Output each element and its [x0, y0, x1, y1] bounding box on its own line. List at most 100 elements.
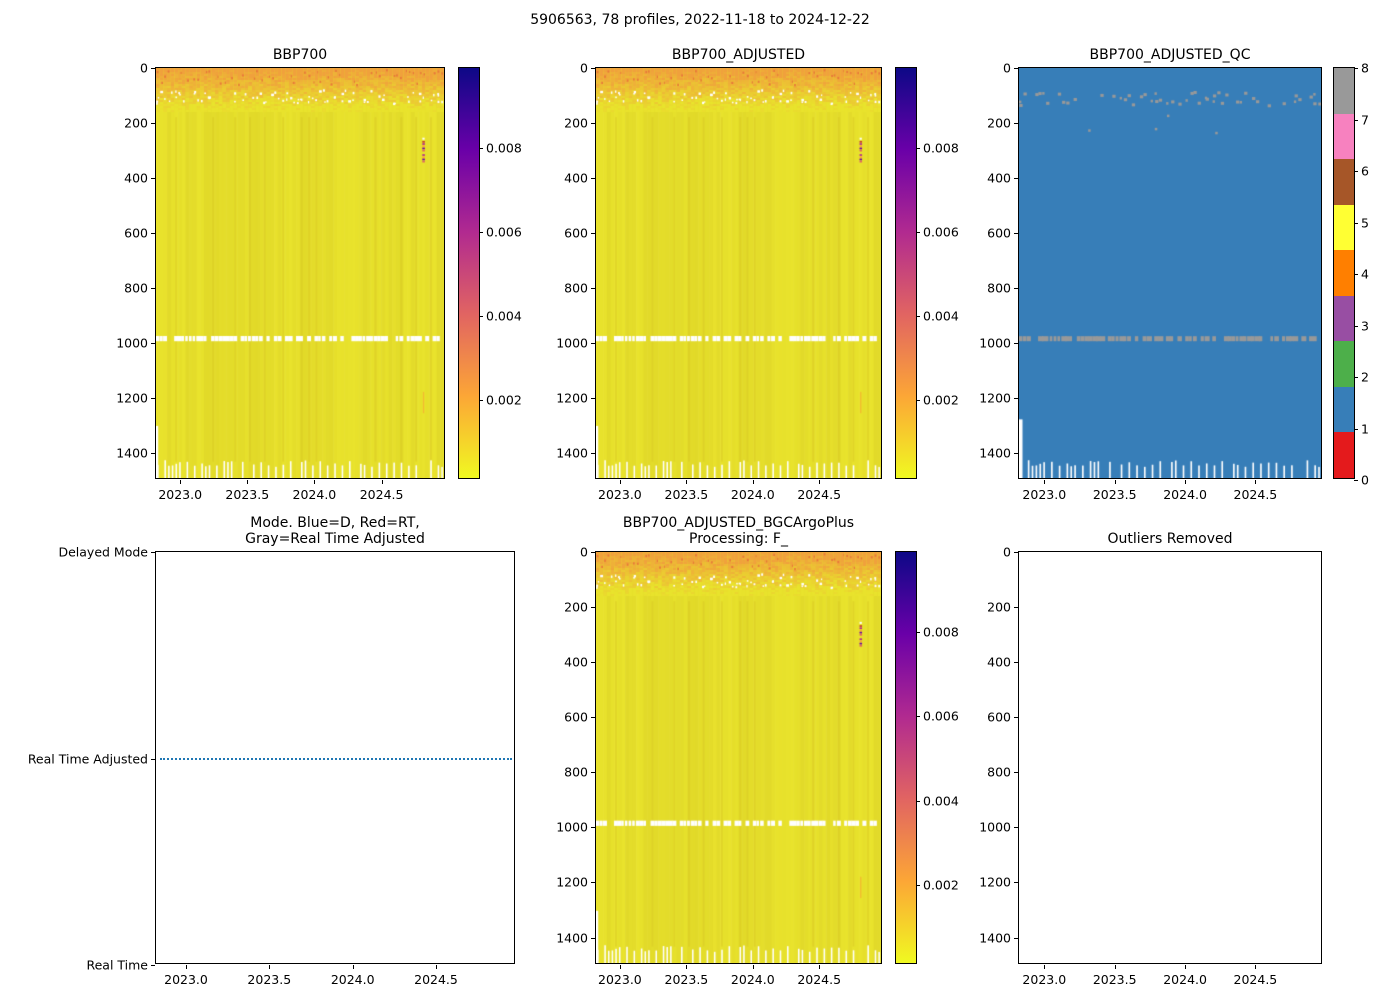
- y-tick-mark: [1014, 827, 1018, 829]
- mode-y-tick-label: Delayed Mode: [58, 544, 148, 560]
- colorbar-tick-label: 0.004: [923, 308, 959, 324]
- y-tick-label: 1000: [556, 335, 588, 351]
- x-tick-mark: [1255, 965, 1257, 969]
- x-tick-mark: [619, 480, 621, 484]
- qc-colorbar-segment: [1334, 250, 1354, 296]
- x-tick-mark: [180, 480, 182, 484]
- y-tick-mark: [1014, 717, 1018, 719]
- qc-colorbar-tick-mark: [1354, 377, 1358, 378]
- bbp700-heatmap-canvas: [156, 68, 444, 478]
- y-tick-mark: [591, 772, 595, 774]
- y-tick-label: 1000: [556, 819, 588, 835]
- figure-title: 5906563, 78 profiles, 2022-11-18 to 2024…: [530, 12, 870, 28]
- x-tick-label: 2023.5: [247, 972, 292, 987]
- x-tick-mark: [1044, 965, 1046, 969]
- colorbar-tick-mark: [479, 147, 483, 149]
- y-tick-label: 0: [1003, 60, 1011, 76]
- qc-colorbar-segment: [1334, 386, 1354, 433]
- x-tick-mark: [1185, 965, 1187, 969]
- y-tick-mark: [1014, 177, 1018, 179]
- qc-colorbar-tick-label: 5: [1361, 215, 1369, 230]
- colorbar-tick-mark: [916, 232, 920, 233]
- x-tick-mark: [352, 965, 354, 969]
- y-tick-label: 600: [564, 709, 588, 725]
- x-tick-label: 2024.0: [730, 972, 775, 987]
- colorbar-tick-label: 0.004: [923, 793, 959, 809]
- colorbar-tick-mark: [479, 316, 483, 317]
- qc-colorbar-tick-label: 0: [1361, 472, 1369, 488]
- x-tick-label: 2024.0: [730, 487, 775, 502]
- x-tick-label: 2024.5: [1233, 487, 1278, 502]
- y-tick-mark: [151, 122, 155, 124]
- y-tick-mark: [151, 552, 155, 553]
- subplot-bbp700: BBP700 2023.0 2023.5 2024.0 2024.5 0 200 400 60…: [116, 47, 445, 502]
- colorbar-tick-label: 0.008: [486, 140, 522, 156]
- y-tick-mark: [591, 717, 595, 719]
- qc-colorbar-tick-mark: [1354, 119, 1358, 121]
- qc-colorbar-segment: [1334, 341, 1354, 387]
- x-tick-mark: [269, 965, 271, 969]
- y-tick-label: 0: [140, 60, 148, 76]
- x-tick-mark: [1185, 480, 1187, 484]
- colorbar-tick-mark: [916, 632, 920, 634]
- x-tick-mark: [686, 965, 688, 969]
- y-tick-label: 800: [987, 764, 1011, 780]
- x-tick-mark: [819, 965, 821, 969]
- x-tick-label: 2023.5: [664, 972, 709, 987]
- x-tick-label: 2023.0: [1022, 972, 1067, 987]
- y-tick-mark: [151, 758, 155, 760]
- y-tick-label: 600: [124, 225, 148, 241]
- y-tick-label: 1400: [979, 930, 1011, 945]
- subplot-title-outliers-removed: Outliers Removed: [1107, 531, 1233, 547]
- y-tick-mark: [151, 965, 155, 966]
- qc-heatmap-canvas: [1019, 68, 1321, 478]
- x-tick-label: 2024.0: [1163, 972, 1207, 987]
- qc-colorbar-segment: [1334, 68, 1354, 114]
- x-tick-label: 2024.5: [797, 972, 842, 987]
- y-tick-mark: [591, 122, 595, 124]
- y-tick-mark: [591, 937, 595, 939]
- x-tick-label: 2023.5: [664, 487, 709, 502]
- qc-colorbar-segment: [1334, 113, 1354, 160]
- y-tick-mark: [591, 827, 595, 829]
- y-tick-mark: [591, 287, 595, 289]
- qc-colorbar-tick-mark: [1354, 428, 1358, 430]
- y-tick-label: 1400: [116, 445, 148, 460]
- x-tick-label: 2023.5: [1092, 972, 1137, 987]
- colorbar-qc: 0 1 2 3 4 5 6 7 8: [1333, 61, 1369, 488]
- y-tick-label: 800: [564, 280, 588, 296]
- qc-colorbar-tick-label: 7: [1361, 112, 1369, 127]
- x-tick-mark: [186, 965, 187, 969]
- y-tick-mark: [1014, 342, 1018, 344]
- x-tick-label: 2023.0: [598, 972, 642, 987]
- y-tick-mark: [151, 287, 155, 289]
- y-tick-mark: [151, 342, 155, 344]
- y-tick-label: 1000: [979, 335, 1011, 351]
- y-tick-label: 400: [987, 170, 1011, 186]
- colorbar-tick-mark: [479, 400, 483, 402]
- colorbar-tick-mark: [916, 884, 920, 886]
- y-tick-mark: [1014, 882, 1018, 884]
- x-tick-mark: [752, 480, 754, 484]
- colorbar-tick-label: 0.004: [486, 308, 522, 324]
- y-tick-label: 600: [987, 225, 1011, 241]
- y-tick-mark: [1014, 937, 1018, 939]
- x-tick-label: 2024.5: [1233, 972, 1278, 987]
- x-tick-label: 2024.5: [414, 972, 458, 987]
- y-tick-mark: [591, 552, 595, 553]
- x-tick-mark: [1255, 480, 1257, 484]
- x-tick-mark: [619, 965, 621, 969]
- bgcargoplus-heatmap-canvas: [596, 552, 881, 963]
- y-tick-mark: [1014, 452, 1018, 454]
- y-tick-label: 1400: [979, 445, 1011, 460]
- y-tick-label: 800: [124, 280, 148, 296]
- subplot-outliers-removed: Outliers Removed 2023.0 2023.5 2024.0 2024.…: [979, 531, 1322, 987]
- colorbar-tick-label: 0.008: [923, 140, 959, 156]
- qc-colorbar-tick-mark: [1354, 68, 1358, 69]
- y-tick-mark: [591, 342, 595, 344]
- x-tick-label: 2023.0: [598, 487, 642, 502]
- qc-colorbar-tick-mark: [1354, 171, 1358, 172]
- colorbar-tick-mark: [916, 716, 920, 718]
- y-tick-label: 200: [987, 115, 1011, 131]
